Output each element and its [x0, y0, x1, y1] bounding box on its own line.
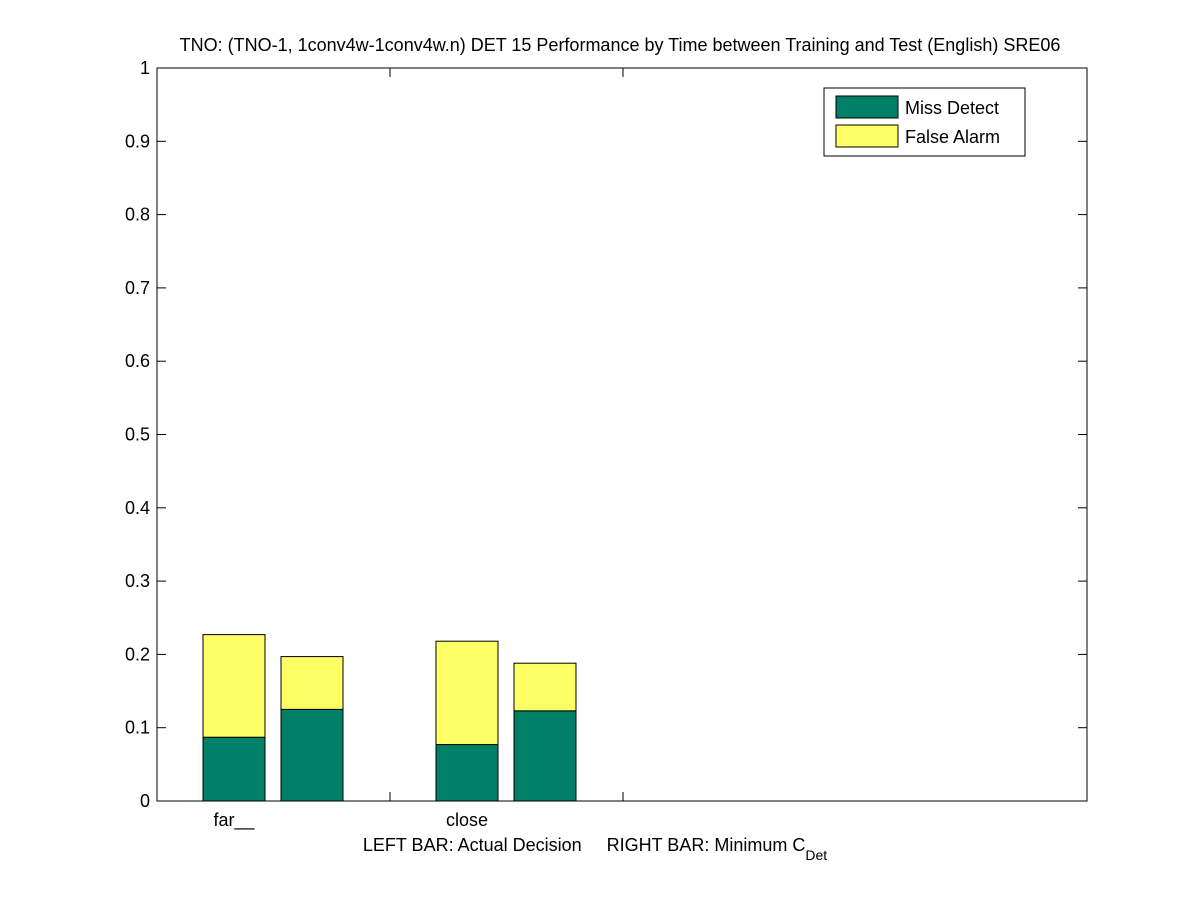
legend: Miss Detect False Alarm — [823, 87, 1026, 157]
y-tick-label: 0.6 — [125, 351, 150, 371]
bar-miss-detect-far-minimum — [280, 708, 344, 802]
legend-swatch-miss-detect — [835, 95, 899, 119]
y-tick-label: 0.3 — [125, 571, 150, 591]
x-axis-label-main: LEFT BAR: Actual Decision RIGHT BAR: Min… — [363, 835, 805, 855]
y-tick-label: 0.2 — [125, 644, 150, 664]
bar-miss-detect-close-actual — [435, 744, 499, 802]
y-tick-labels: 0 0.1 0.2 0.3 0.4 0.5 0.6 0.7 0.8 0.9 1 — [125, 58, 150, 811]
bars — [202, 634, 577, 802]
bar-miss-detect-far-actual — [202, 736, 266, 802]
plot-frame — [156, 67, 1088, 802]
chart-title: TNO: (TNO-1, 1conv4w-1conv4w.n) DET 15 P… — [180, 35, 1061, 55]
legend-swatch-false-alarm — [835, 124, 899, 148]
bar-false-alarm-close-minimum — [513, 662, 577, 712]
legend-label-miss-detect: Miss Detect — [905, 98, 999, 118]
x-category-label: close — [446, 810, 488, 830]
x-category-labels: far__ close — [213, 810, 488, 831]
x-axis-label: LEFT BAR: Actual Decision RIGHT BAR: Min… — [363, 835, 827, 863]
x-category-label: far__ — [213, 810, 255, 831]
y-tick-label: 0.1 — [125, 718, 150, 738]
y-tick-label: 0 — [140, 791, 150, 811]
y-tick-label: 0.5 — [125, 425, 150, 445]
y-tick-label: 0.4 — [125, 498, 150, 518]
bar-miss-detect-close-minimum — [513, 710, 577, 802]
y-tick-label: 0.7 — [125, 278, 150, 298]
bar-false-alarm-far-minimum — [280, 656, 344, 710]
y-tick-label: 1 — [140, 58, 150, 78]
y-tick-label: 0.8 — [125, 205, 150, 225]
bar-false-alarm-far-actual — [202, 634, 266, 738]
y-tick-label: 0.9 — [125, 131, 150, 151]
bar-false-alarm-close-actual — [435, 640, 499, 746]
x-axis-label-subscript: Det — [805, 847, 827, 863]
legend-label-false-alarm: False Alarm — [905, 127, 1000, 147]
